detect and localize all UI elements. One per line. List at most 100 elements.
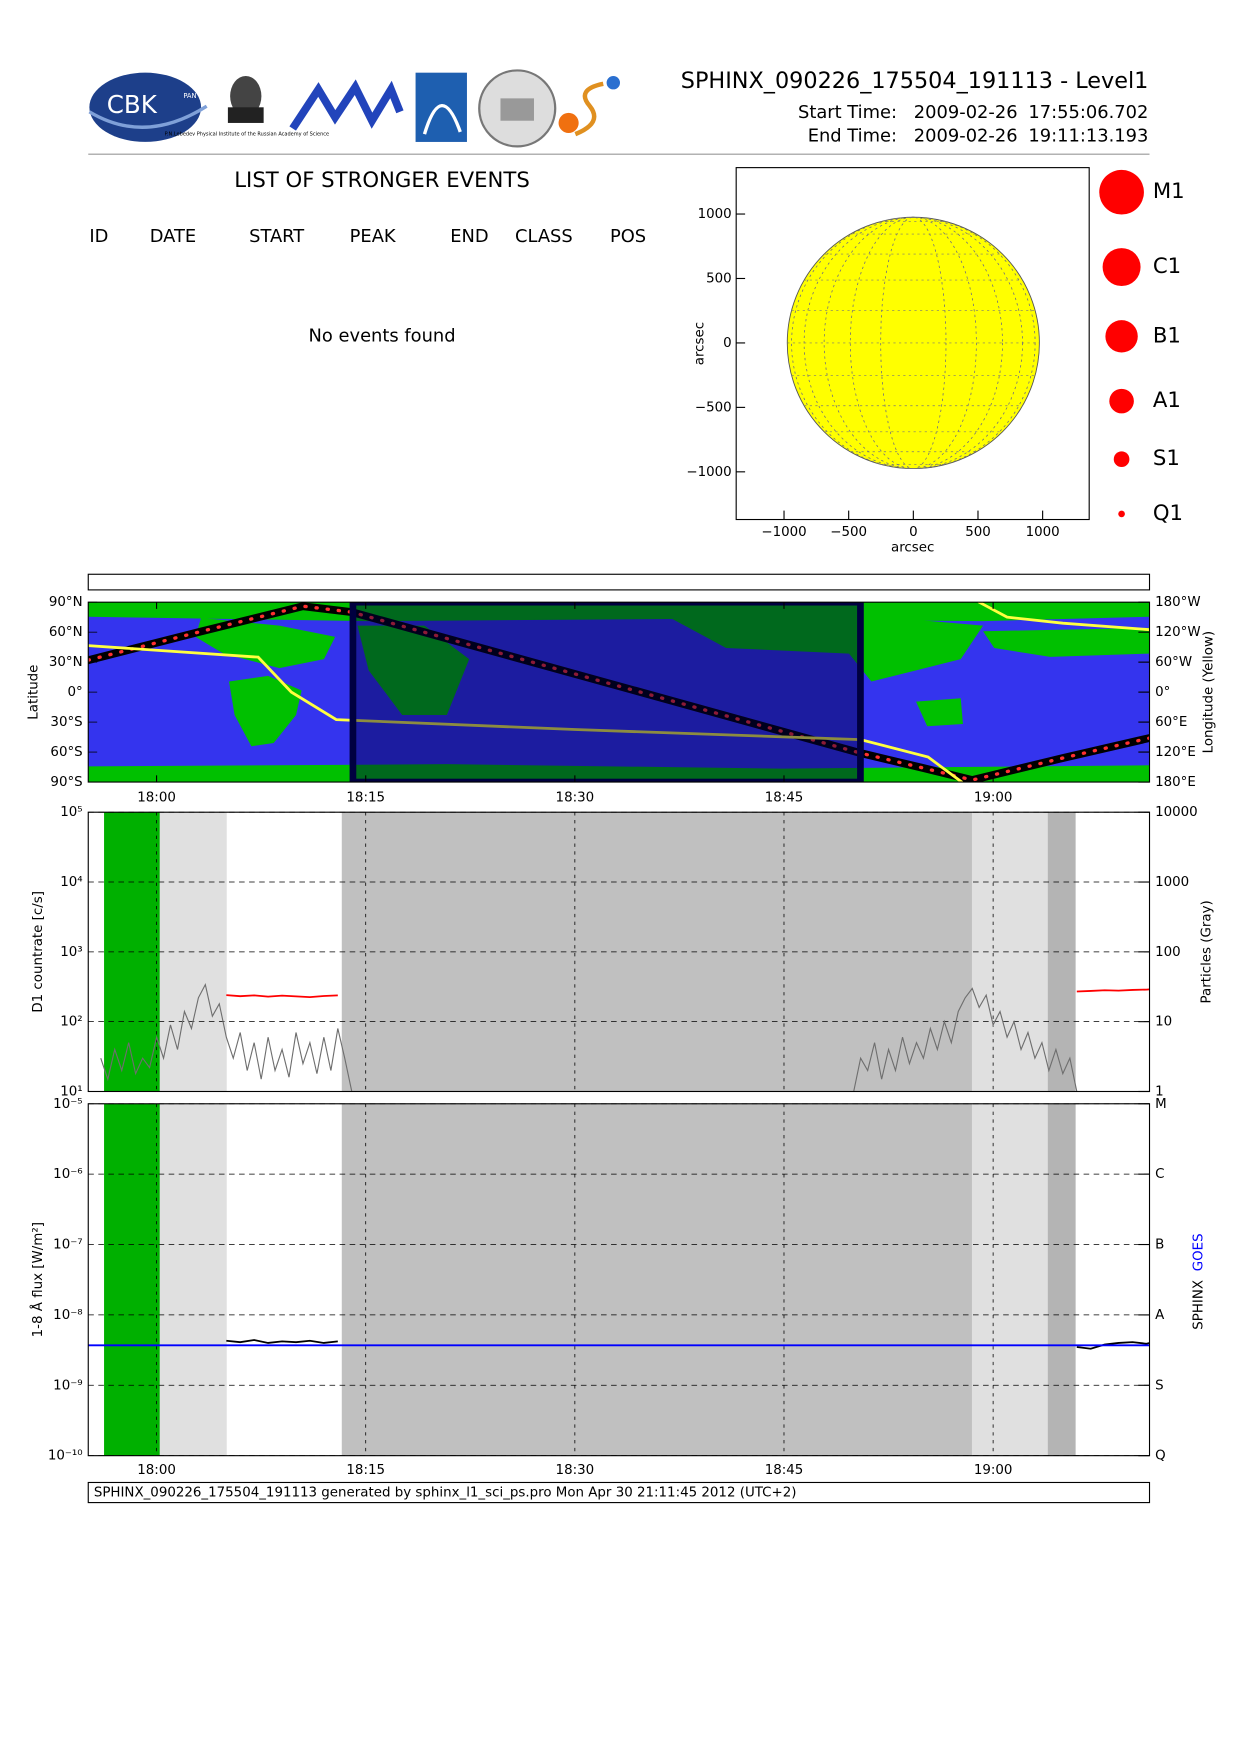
y-tick-label: −1000 bbox=[686, 465, 731, 480]
land bbox=[670, 617, 984, 682]
class-marker bbox=[1102, 248, 1141, 287]
sun-logo bbox=[558, 112, 579, 133]
end-date: 2009-02-26 bbox=[914, 125, 1018, 146]
class-marker bbox=[1109, 388, 1134, 414]
eclipse-shade bbox=[349, 602, 864, 783]
x-tick-label: 18:45 bbox=[765, 1463, 804, 1478]
y-tick-label: 0° bbox=[67, 685, 82, 700]
x-tick-label: −1000 bbox=[761, 525, 806, 540]
y-tick-label: 10⁻⁵ bbox=[53, 1097, 82, 1112]
x-tick-label: −500 bbox=[830, 525, 867, 540]
legend-label: GOES bbox=[1192, 1233, 1207, 1271]
status-band bbox=[159, 1103, 227, 1456]
y-tick-label: 0 bbox=[723, 336, 732, 351]
y-tick-label: 90°S bbox=[50, 775, 82, 790]
series-area bbox=[88, 1339, 1150, 1350]
y-tick-label: 10⁻⁶ bbox=[53, 1167, 82, 1182]
footer-text: SPHINX_090226_175504_191113 generated by… bbox=[94, 1486, 797, 1501]
disk-meridian bbox=[791, 216, 1036, 469]
class-marker bbox=[1105, 320, 1138, 353]
events-header: ID DATE START PEAK END CLASS POS bbox=[89, 226, 646, 247]
x-tick-label: 18:30 bbox=[556, 1463, 595, 1478]
x-tick-label: 19:00 bbox=[974, 1463, 1013, 1478]
plot-frame bbox=[87, 811, 1151, 1093]
y-tick-label: 10⁻⁸ bbox=[53, 1308, 82, 1323]
y-tick-label: 30°S bbox=[50, 715, 82, 730]
start-date: 2009-02-26 bbox=[914, 102, 1018, 123]
end-time: 19:11:13.193 bbox=[1028, 125, 1148, 146]
y-tick-label: 1000 bbox=[698, 207, 732, 222]
y2-tick-label: 100 bbox=[1155, 945, 1181, 960]
data-line bbox=[226, 1339, 1150, 1350]
y-tick-label: 10⁻⁹ bbox=[53, 1378, 82, 1393]
mian-logo bbox=[289, 79, 404, 131]
column-header: CLASS bbox=[515, 226, 573, 247]
portrait bbox=[230, 76, 262, 117]
institute-text: P.N.Lebedev Physical Institute of the Ru… bbox=[165, 132, 329, 138]
y2-tick-label: 60°E bbox=[1155, 715, 1187, 730]
land bbox=[195, 617, 336, 669]
x-tick-label: 18:15 bbox=[346, 1463, 385, 1478]
y-axis-title: Latitude bbox=[27, 665, 42, 720]
column-header: POS bbox=[610, 226, 646, 247]
y2-tick-label: B bbox=[1155, 1238, 1164, 1253]
y-axis-title: 1-8 Å flux [W/m²] bbox=[29, 1222, 46, 1337]
status-band bbox=[1047, 812, 1076, 1092]
class-label: Q1 bbox=[1153, 501, 1183, 526]
y-axis-title: arcsec bbox=[692, 322, 707, 365]
y2-axis-title: Longitude (Yellow) bbox=[1202, 631, 1217, 754]
y-tick-label: 60°S bbox=[50, 745, 82, 760]
class-label: B1 bbox=[1153, 323, 1181, 348]
x-tick-label: 18:30 bbox=[556, 791, 595, 806]
x-axis-title: arcsec bbox=[891, 540, 934, 555]
y-tick-label: 500 bbox=[706, 271, 732, 286]
y2-axis-title: Particles (Gray) bbox=[1199, 900, 1214, 1003]
land bbox=[983, 627, 1150, 657]
cbk-text: CBK bbox=[107, 90, 158, 119]
y2-tick-label: 10000 bbox=[1155, 805, 1198, 820]
land bbox=[916, 698, 963, 727]
data-line bbox=[226, 988, 1150, 998]
column-header: ID bbox=[89, 226, 108, 247]
portrait-body bbox=[227, 107, 264, 123]
y2-tick-label: 120°W bbox=[1155, 625, 1201, 640]
events-message: No events found bbox=[309, 325, 456, 346]
y-tick-label: 10⁴ bbox=[60, 875, 82, 890]
start-label: Start Time: bbox=[798, 102, 897, 123]
x-tick-label: 18:00 bbox=[137, 1463, 176, 1478]
y2-tick-label: 180°W bbox=[1155, 595, 1201, 610]
map-area bbox=[88, 602, 1150, 783]
x-tick-label: 18:15 bbox=[346, 791, 385, 806]
y2-tick-label: 1 bbox=[1155, 1084, 1164, 1099]
y-tick-label: 10⁻⁷ bbox=[53, 1238, 82, 1253]
class-label: A1 bbox=[1153, 388, 1181, 413]
y2-tick-label: 1000 bbox=[1155, 875, 1189, 890]
legend-label: SPHINX bbox=[1192, 1280, 1207, 1330]
status-band bbox=[341, 1103, 972, 1456]
x-tick-label: 19:00 bbox=[974, 791, 1013, 806]
footer-box bbox=[87, 1481, 1151, 1504]
plot-frame bbox=[87, 1103, 1151, 1457]
y2-tick-label: 60°W bbox=[1155, 655, 1192, 670]
y-tick-label: 10³ bbox=[60, 945, 82, 960]
y2-tick-label: A bbox=[1155, 1308, 1165, 1323]
cbk-swoosh bbox=[88, 104, 208, 129]
y-tick-label: 90°N bbox=[49, 595, 83, 610]
y-tick-label: 10² bbox=[60, 1015, 82, 1030]
y2-tick-label: 10 bbox=[1155, 1015, 1172, 1030]
y-tick-label: 30°N bbox=[49, 655, 83, 670]
earth-logo bbox=[606, 76, 620, 90]
data-line bbox=[100, 982, 1078, 1092]
class-marker bbox=[1099, 169, 1144, 215]
y-tick-label: −500 bbox=[695, 400, 732, 415]
report-title: SPHINX_090226_175504_191113 - Level1 bbox=[681, 68, 1149, 94]
class-label: S1 bbox=[1153, 446, 1180, 471]
longitude-line bbox=[88, 602, 1150, 783]
seal-building bbox=[500, 98, 534, 121]
status-band bbox=[971, 1103, 1048, 1456]
y2-tick-label: 180°E bbox=[1155, 775, 1196, 790]
y-axis-title: D1 countrate [c/s] bbox=[31, 891, 46, 1013]
y-tick-label: 60°N bbox=[49, 625, 83, 640]
plot-frame bbox=[735, 167, 1090, 521]
y-tick-label: 10⁵ bbox=[60, 805, 82, 820]
